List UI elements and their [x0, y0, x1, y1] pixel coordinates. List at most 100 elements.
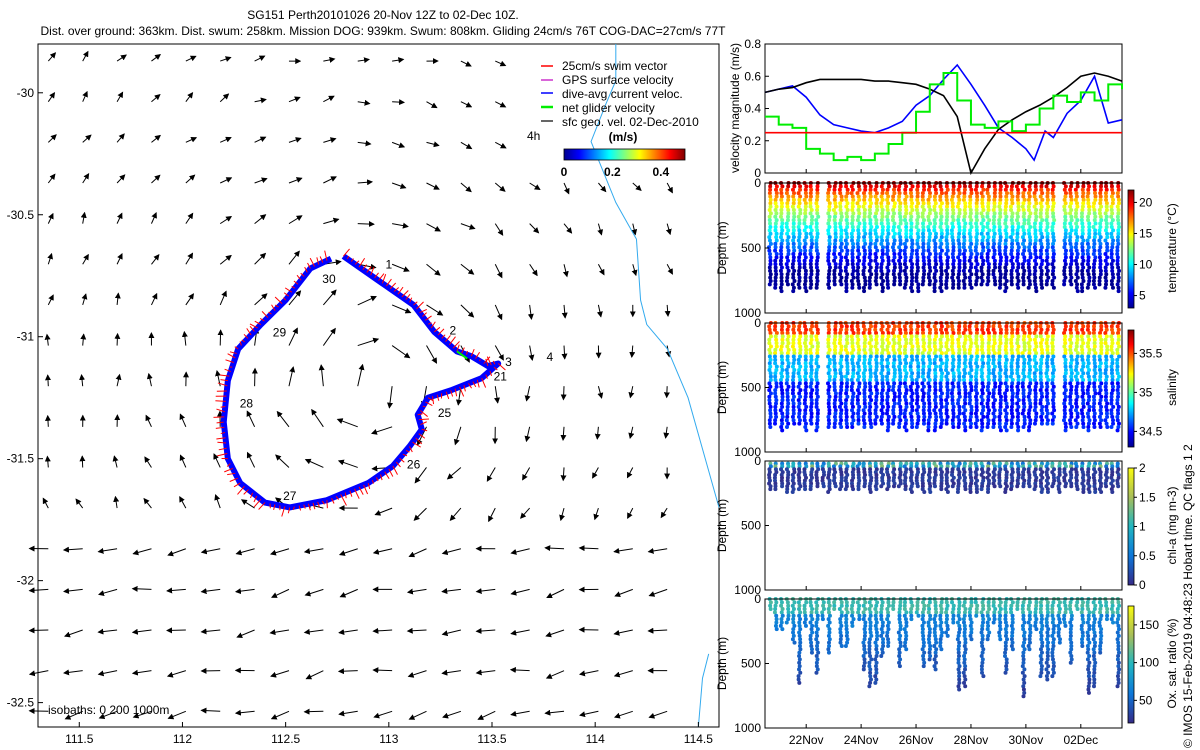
temperature-sample-point: [1092, 187, 1097, 192]
salinity-sample-point: [1104, 404, 1109, 409]
salinity-sample-point: [1033, 418, 1038, 423]
salinity-sample-point: [808, 347, 813, 352]
salinity-sample-point: [963, 424, 968, 429]
temperature-sample-point: [815, 235, 820, 240]
salinity-sample-point: [981, 414, 986, 419]
salinity-sample-point: [1039, 361, 1044, 366]
salinity-sample-point: [944, 398, 949, 403]
temperature-sample-point: [921, 201, 926, 206]
temperature-sample-point: [1097, 251, 1102, 256]
temperature-sample-point: [926, 197, 931, 202]
temperature-sample-point: [773, 241, 778, 246]
salinity-sample-point: [979, 401, 984, 406]
temperature-sample-point: [797, 262, 802, 267]
temperature-sample-point: [891, 272, 896, 277]
salinity-sample-point: [767, 418, 772, 423]
temperature-sample-point: [1091, 204, 1096, 209]
temperature-sample-point: [998, 238, 1003, 243]
salinity-sample-point: [1027, 408, 1032, 413]
swim-vector: [229, 477, 238, 482]
salinity-sample-point: [980, 421, 985, 426]
temperature-sample-point: [798, 194, 803, 199]
velocity-arrow: [219, 215, 233, 225]
salinity-sample-point: [916, 418, 921, 423]
velocity-arrow: [116, 91, 124, 102]
temperature-sample-point: [815, 194, 820, 199]
salinity-sample-point: [857, 404, 862, 409]
salinity-sample-point: [944, 367, 949, 372]
temperature-sample-point: [832, 275, 837, 280]
salinity-sample-point: [915, 337, 920, 342]
temperature-sample-point: [879, 241, 884, 246]
salinity-sample-point: [873, 418, 878, 423]
temperature-sample-point: [902, 251, 907, 256]
temperature-sample-point: [1103, 211, 1108, 216]
temperature-sample-point: [1044, 218, 1049, 223]
salinity-sample-point: [1080, 337, 1085, 342]
velocity-arrow: [374, 507, 393, 516]
temperature-sample-point: [845, 251, 850, 256]
temperature-sample-point: [832, 258, 837, 263]
temperature-sample-point: [861, 272, 866, 277]
temperature-sample-point: [904, 279, 909, 284]
salinity-sample-point: [885, 411, 890, 416]
salinity-sample-point: [892, 324, 897, 329]
temperature-sample-point: [802, 265, 807, 270]
temperature-sample-point: [1063, 241, 1068, 246]
temperature-sample-point: [832, 248, 837, 253]
temperature-sample-point: [932, 289, 937, 294]
temperature-sample-point: [1063, 231, 1068, 236]
temperature-sample-point: [1068, 272, 1073, 277]
salinity-sample-point: [1115, 381, 1120, 386]
temperature-sample-point: [838, 238, 843, 243]
salinity-sample-point: [927, 384, 932, 389]
map-y-tick-label: -30.5: [7, 208, 35, 222]
temperature-sample-point: [962, 258, 967, 263]
temperature-sample-point: [927, 279, 932, 284]
salinity-sample-point: [780, 394, 785, 399]
salinity-sample-point: [921, 334, 926, 339]
temperature-sample-point: [1080, 187, 1085, 192]
temperature-sample-point: [944, 218, 949, 223]
salinity-sample-point: [885, 327, 890, 332]
velocity-arrow: [338, 710, 358, 717]
temperature-sample-point: [885, 265, 890, 270]
salinity-sample-point: [910, 371, 915, 376]
temperature-sample-point: [844, 218, 849, 223]
salinity-sample-point: [956, 344, 961, 349]
salinity-sample-point: [1069, 367, 1074, 372]
temperature-sample-point: [874, 282, 879, 287]
salinity-sample-point: [1039, 327, 1044, 332]
temperature-sample-point: [1021, 201, 1026, 206]
temperature-sample-point: [803, 285, 808, 290]
temperature-sample-point: [855, 262, 860, 267]
salinity-sample-point: [856, 351, 861, 356]
salinity-sample-point: [991, 327, 996, 332]
salinity-sample-point: [868, 367, 873, 372]
salinity-sample-point: [814, 334, 819, 339]
salinity-sample-point: [973, 394, 978, 399]
salinity-sample-point: [850, 414, 855, 419]
velocity-series: [764, 63, 1123, 176]
temperature-sample-point: [873, 194, 878, 199]
temperature-sample-point: [1069, 201, 1074, 206]
temperature-sample-point: [1116, 275, 1121, 280]
salinity-sample-point: [897, 324, 902, 329]
velocity-arrow: [494, 182, 506, 192]
temperature-sample-point: [1062, 187, 1067, 192]
salinity-sample-point: [956, 367, 961, 372]
temperature-sample-point: [791, 272, 796, 277]
swim-vector: [220, 379, 228, 382]
temperature-sample-point: [1045, 231, 1050, 236]
velocity-arrow: [219, 93, 230, 103]
swim-vector: [389, 282, 397, 290]
temperature-sample-point: [1027, 235, 1032, 240]
velocity-arrow: [426, 263, 441, 276]
salinity-sample-point: [832, 404, 837, 409]
temperature-sample-point: [874, 262, 879, 267]
swim-vector: [405, 449, 410, 453]
velocity-arrow: [318, 364, 325, 387]
temperature-sample-point: [1068, 191, 1073, 196]
oxygen-sample-point: [780, 607, 785, 612]
temperature-sample-point: [1116, 211, 1121, 216]
